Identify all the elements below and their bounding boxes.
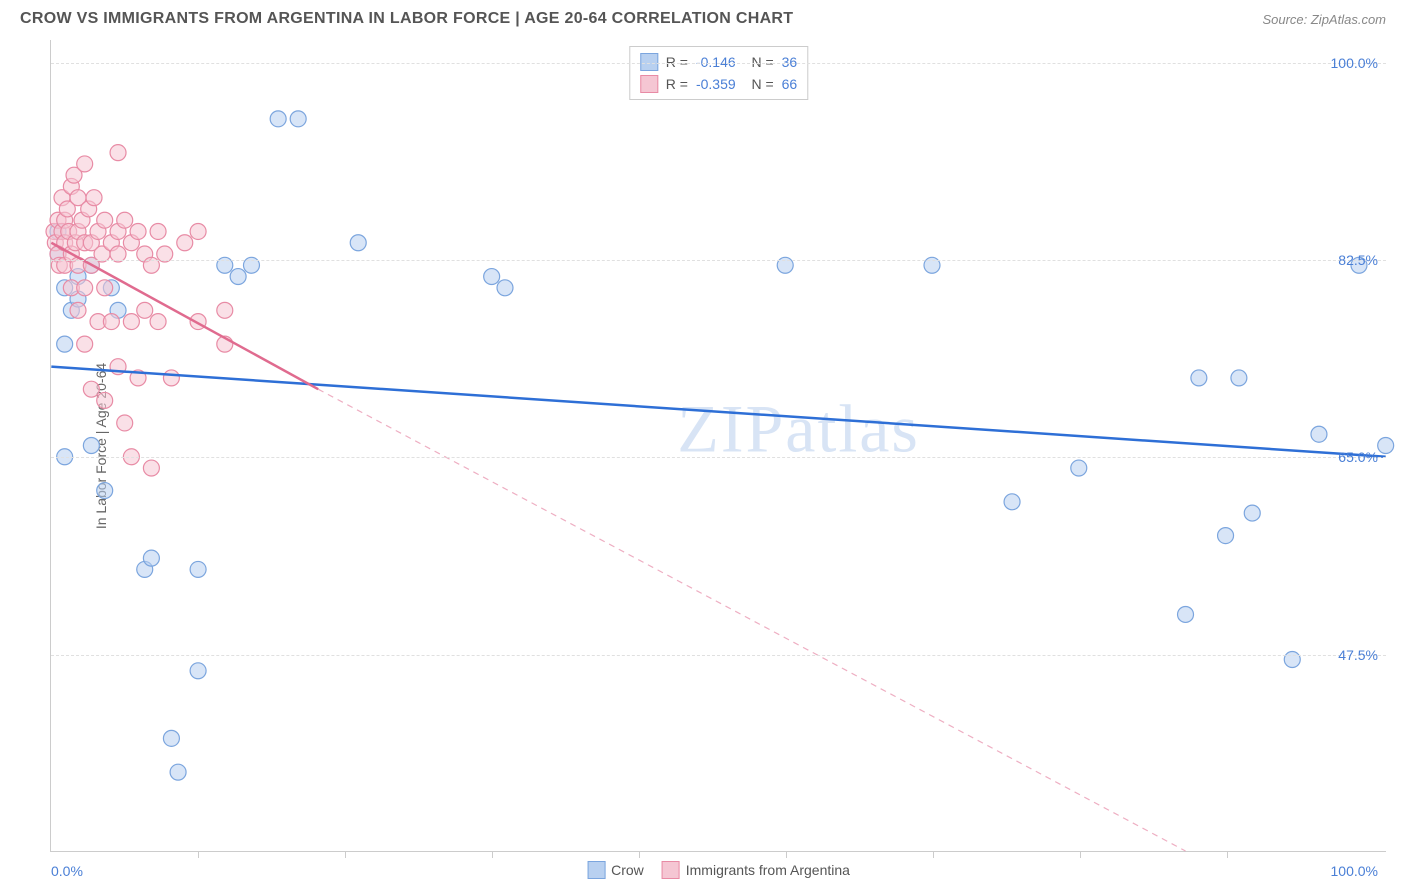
y-tick-label: 82.5% (1338, 252, 1378, 268)
legend-swatch (587, 861, 605, 879)
data-point (103, 314, 119, 330)
data-point (70, 302, 86, 318)
x-tick (492, 851, 493, 858)
data-point (97, 483, 113, 499)
gridline (51, 655, 1386, 656)
data-point (143, 460, 159, 476)
data-point (77, 336, 93, 352)
source-attribution: Source: ZipAtlas.com (1262, 12, 1386, 27)
data-point (1231, 370, 1247, 386)
data-point (97, 280, 113, 296)
legend-r-value: -0.359 (696, 76, 736, 92)
x-tick (933, 851, 934, 858)
data-point (150, 223, 166, 239)
data-point (1191, 370, 1207, 386)
data-point (217, 302, 233, 318)
data-point (163, 370, 179, 386)
x-tick (1080, 851, 1081, 858)
x-tick (1227, 851, 1228, 858)
legend-n-label: N = (744, 76, 774, 92)
legend-swatch (662, 861, 680, 879)
data-point (1244, 505, 1260, 521)
y-tick-label: 47.5% (1338, 647, 1378, 663)
gridline (51, 457, 1386, 458)
data-point (190, 223, 206, 239)
correlation-legend: R = -0.146 N = 36R = -0.359 N = 66 (629, 46, 808, 100)
data-point (170, 764, 186, 780)
data-point (117, 212, 133, 228)
data-point (97, 392, 113, 408)
legend-row: R = -0.359 N = 66 (640, 73, 797, 95)
trend-line-extrapolated (318, 389, 1185, 851)
x-tick (198, 851, 199, 858)
y-tick-label: 65.0% (1338, 449, 1378, 465)
data-point (143, 550, 159, 566)
data-point (86, 190, 102, 206)
data-point (1178, 606, 1194, 622)
series-legend-item: Crow (587, 861, 644, 879)
series-name: Immigrants from Argentina (686, 862, 850, 878)
data-point (150, 314, 166, 330)
data-point (57, 336, 73, 352)
legend-r-label: R = (666, 76, 688, 92)
legend-n-value: 66 (782, 76, 798, 92)
data-point (350, 235, 366, 251)
data-point (130, 223, 146, 239)
x-tick (639, 851, 640, 858)
chart-plot-area: ZIPatlas R = -0.146 N = 36R = -0.359 N =… (50, 40, 1386, 852)
scatter-plot-svg (51, 40, 1386, 851)
data-point (77, 280, 93, 296)
data-point (110, 145, 126, 161)
data-point (177, 235, 193, 251)
gridline (51, 63, 1386, 64)
data-point (1004, 494, 1020, 510)
data-point (270, 111, 286, 127)
data-point (497, 280, 513, 296)
data-point (1311, 426, 1327, 442)
data-point (137, 302, 153, 318)
data-point (83, 438, 99, 454)
y-tick-label: 100.0% (1331, 55, 1378, 71)
trend-line (51, 367, 1385, 457)
data-point (1071, 460, 1087, 476)
data-point (190, 663, 206, 679)
data-point (163, 730, 179, 746)
series-name: Crow (611, 862, 644, 878)
trend-line (51, 243, 318, 389)
x-axis-max-label: 100.0% (1331, 863, 1378, 879)
data-point (97, 212, 113, 228)
data-point (83, 381, 99, 397)
data-point (290, 111, 306, 127)
series-legend: Crow Immigrants from Argentina (587, 861, 850, 879)
legend-swatch (640, 75, 658, 93)
chart-title: CROW VS IMMIGRANTS FROM ARGENTINA IN LAB… (20, 10, 793, 28)
data-point (123, 314, 139, 330)
x-axis-min-label: 0.0% (51, 863, 83, 879)
x-tick (345, 851, 346, 858)
data-point (484, 269, 500, 285)
data-point (190, 561, 206, 577)
series-legend-item: Immigrants from Argentina (662, 861, 850, 879)
data-point (1378, 438, 1394, 454)
data-point (77, 156, 93, 172)
data-point (1218, 528, 1234, 544)
gridline (51, 260, 1386, 261)
data-point (230, 269, 246, 285)
data-point (117, 415, 133, 431)
x-tick (786, 851, 787, 858)
